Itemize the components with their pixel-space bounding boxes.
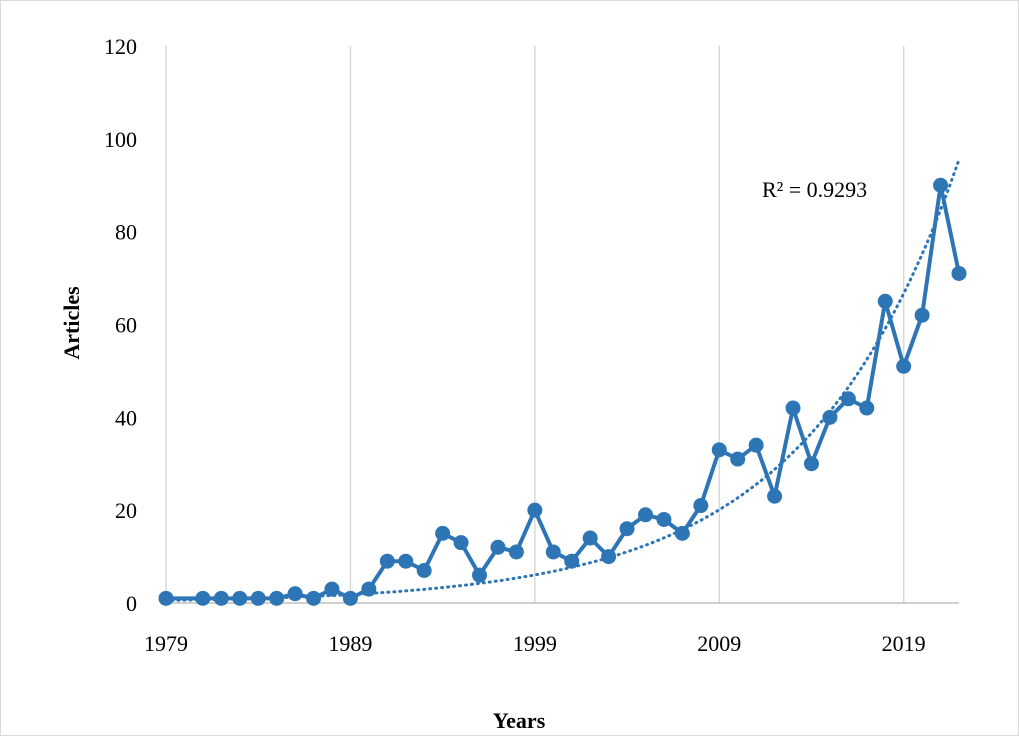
data-point-1983 <box>232 590 248 606</box>
y-tick-label: 120 <box>104 34 137 59</box>
data-point-2019 <box>896 358 912 374</box>
data-point-1989 <box>342 590 358 606</box>
data-point-1981 <box>195 590 211 606</box>
data-point-2015 <box>822 409 838 425</box>
data-point-2014 <box>803 456 819 472</box>
data-point-2004 <box>619 521 635 537</box>
data-point-2016 <box>840 391 856 407</box>
data-point-2017 <box>859 400 875 416</box>
data-points <box>158 177 967 606</box>
data-point-1988 <box>324 581 340 597</box>
y-tick-label: 60 <box>115 313 137 338</box>
x-tick-label: 2009 <box>697 631 741 656</box>
data-point-2003 <box>601 549 617 565</box>
y-tick-label: 40 <box>115 405 137 430</box>
data-point-2001 <box>564 553 580 569</box>
y-axis-title: Articles <box>59 286 84 360</box>
x-axis-title: Years <box>493 708 546 733</box>
r-squared-label: R² = 0.9293 <box>762 177 867 202</box>
trendline <box>164 158 961 602</box>
data-point-1997 <box>490 539 506 555</box>
data-point-1990 <box>361 581 377 597</box>
y-tick-label: 0 <box>126 591 137 616</box>
data-point-2007 <box>674 525 690 541</box>
data-point-2009 <box>711 442 727 458</box>
data-point-1996 <box>472 567 488 583</box>
data-point-1985 <box>269 590 285 606</box>
data-point-1992 <box>398 553 414 569</box>
data-point-1979 <box>158 590 174 606</box>
data-point-2000 <box>545 544 561 560</box>
data-point-1995 <box>453 535 469 551</box>
data-point-1982 <box>213 590 229 606</box>
series-line <box>166 183 961 601</box>
x-tick-label: 1979 <box>144 631 188 656</box>
x-tick-labels: 1979 1989 1999 2009 2019 <box>144 631 926 656</box>
data-point-1993 <box>416 563 432 579</box>
data-point-1986 <box>287 586 303 602</box>
data-point-2018 <box>877 293 893 309</box>
data-point-1987 <box>306 590 322 606</box>
data-point-2005 <box>637 507 653 523</box>
y-tick-label: 80 <box>115 220 137 245</box>
data-point-1991 <box>379 553 395 569</box>
data-point-2002 <box>582 530 598 546</box>
y-tick-label: 20 <box>115 498 137 523</box>
data-point-2008 <box>693 498 709 514</box>
data-point-2012 <box>767 488 783 504</box>
x-tick-label: 2019 <box>882 631 926 656</box>
data-point-1999 <box>527 502 543 518</box>
y-tick-labels: 0 20 40 60 80 100 120 <box>104 34 137 616</box>
data-point-2020 <box>914 307 930 323</box>
x-tick-label: 1999 <box>513 631 557 656</box>
y-tick-label: 100 <box>104 127 137 152</box>
data-point-2006 <box>656 511 672 527</box>
data-point-2022 <box>951 265 967 281</box>
data-point-2011 <box>748 437 764 453</box>
data-point-1994 <box>435 525 451 541</box>
gridlines <box>165 46 905 603</box>
data-point-1998 <box>508 544 524 560</box>
data-point-2013 <box>785 400 801 416</box>
data-point-2021 <box>933 177 949 193</box>
x-tick-label: 1989 <box>328 631 372 656</box>
data-point-2010 <box>730 451 746 467</box>
data-point-1984 <box>250 590 266 606</box>
